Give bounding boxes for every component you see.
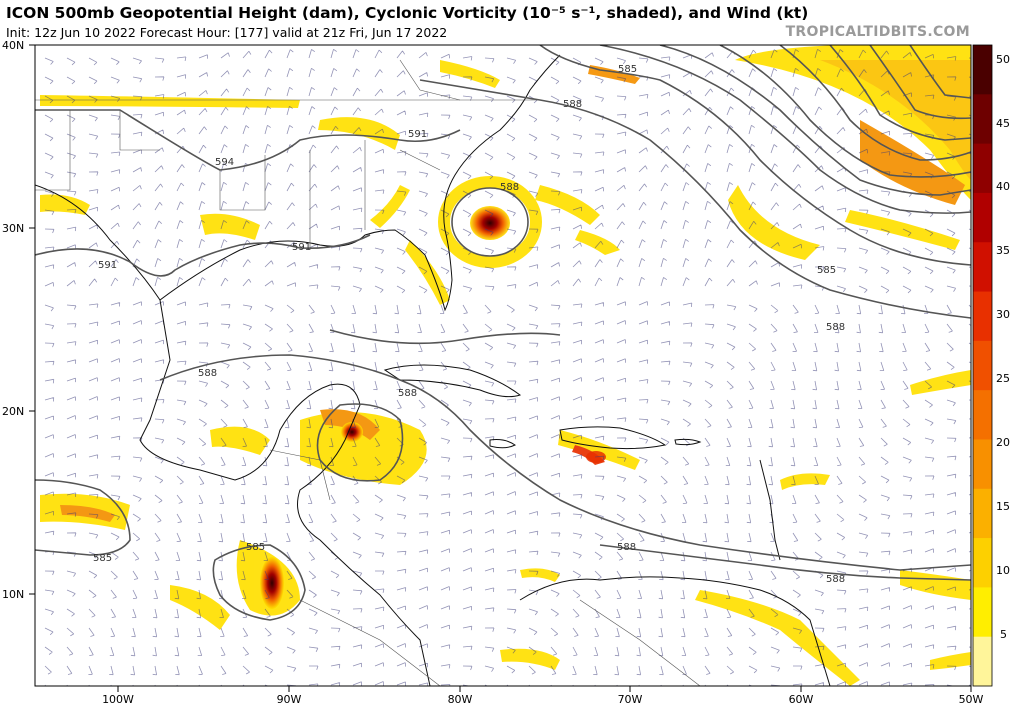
colorbar-label-25: 25 xyxy=(996,372,1010,385)
wind-barb-field xyxy=(44,48,971,686)
contour-label-588-hurricane: 588 xyxy=(500,182,519,193)
colorbar-label-40: 40 xyxy=(996,180,1010,193)
colorbar-segment xyxy=(973,291,992,342)
colorbar-segment xyxy=(973,340,992,391)
contour-label-591-west: 591 xyxy=(98,260,117,271)
colorbar-segment xyxy=(973,587,992,638)
colorbar-labels: 50 45 40 35 30 25 20 15 10 5 xyxy=(996,53,1010,641)
map-subtitle: Init: 12z Jun 10 2022 Forecast Hour: [17… xyxy=(6,25,448,40)
lon-label-50w: 50W xyxy=(959,693,984,706)
map-frame xyxy=(34,44,972,687)
contour-label-588-caribbean: 588 xyxy=(617,542,636,553)
colorbar-segment xyxy=(973,192,992,243)
contour-labels: 585 588 591 594 588 591 591 585 588 588 … xyxy=(93,64,845,585)
contour-label-585-pacific: 585 xyxy=(93,553,112,564)
lat-label-20n: 20N xyxy=(2,405,24,418)
longitude-axis: 100W 90W 80W 70W 60W 50W xyxy=(102,686,984,706)
colorbar-label-35: 35 xyxy=(996,244,1010,257)
lat-label-10n: 10N xyxy=(2,588,24,601)
map-title: ICON 500mb Geopotential Height (dam), Cy… xyxy=(6,4,809,22)
colorbar-segment xyxy=(973,390,992,440)
height-contours xyxy=(35,45,971,621)
borders xyxy=(35,59,701,686)
colorbar-segment xyxy=(973,439,992,490)
colorbar-segment xyxy=(973,242,992,293)
colorbar-label-10: 10 xyxy=(996,564,1010,577)
contour-label-588-cuba: 588 xyxy=(398,388,417,399)
lon-label-90w: 90W xyxy=(277,693,302,706)
contour-label-588-top: 588 xyxy=(563,99,582,110)
lat-label-30n: 30N xyxy=(2,222,24,235)
colorbar-segment xyxy=(973,143,992,194)
colorbar-segment xyxy=(973,45,992,95)
map-area xyxy=(35,45,971,686)
contour-label-594: 594 xyxy=(215,157,234,168)
coastlines xyxy=(35,54,831,686)
lat-label-40n: 40N xyxy=(2,39,24,52)
colorbar-segment xyxy=(973,636,992,687)
colorbar xyxy=(973,45,992,687)
colorbar-label-45: 45 xyxy=(996,117,1010,130)
vortex-atlantic xyxy=(470,206,510,240)
contour-label-588-mexico: 588 xyxy=(198,368,217,379)
colorbar-segment xyxy=(973,538,992,588)
colorbar-label-30: 30 xyxy=(996,308,1010,321)
contour-label-591-top: 591 xyxy=(408,129,427,140)
vortex-pacific xyxy=(260,557,284,609)
latitude-axis: 40N 30N 20N 10N xyxy=(2,39,35,601)
contour-label-585-top: 585 xyxy=(618,64,637,75)
wind-barbs xyxy=(44,48,971,686)
lon-label-60w: 60W xyxy=(789,693,814,706)
colorbar-label-5: 5 xyxy=(1000,628,1007,641)
contour-label-591-gulf: 591 xyxy=(292,242,311,253)
vortex-yucatan xyxy=(341,422,363,442)
colorbar-label-15: 15 xyxy=(996,500,1010,513)
lon-label-80w: 80W xyxy=(448,693,473,706)
contour-label-585-vortex: 585 xyxy=(246,542,265,553)
lon-label-70w: 70W xyxy=(618,693,643,706)
colorbar-label-20: 20 xyxy=(996,436,1010,449)
contour-label-588-southeast: 588 xyxy=(826,574,845,585)
lon-label-100w: 100W xyxy=(102,693,134,706)
colorbar-segment xyxy=(973,488,992,539)
colorbar-segment xyxy=(973,94,992,145)
contour-label-585-east: 585 xyxy=(817,265,836,276)
colorbar-label-50: 50 xyxy=(996,53,1010,66)
contour-label-588-east: 588 xyxy=(826,322,845,333)
site-credit[interactable]: TROPICALTIDBITS.COM xyxy=(785,24,970,40)
colorbar-frame xyxy=(972,44,993,687)
